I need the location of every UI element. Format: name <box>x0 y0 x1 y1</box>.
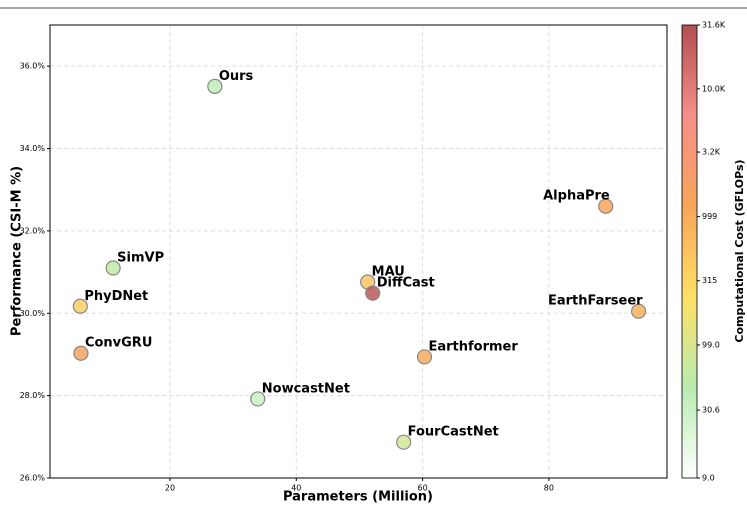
x-tick-label: 40 <box>291 484 301 493</box>
colorbar-tick-label: 3.2K <box>702 148 721 157</box>
point <box>207 78 223 94</box>
point-label: MAU <box>372 264 405 279</box>
y-tick-label: 30.0% <box>20 309 46 318</box>
x-tick-label: 80 <box>544 484 554 493</box>
colorbar-tick-label: 315 <box>702 276 717 285</box>
point-label: ConvGRU <box>85 336 152 351</box>
colorbar-tick-label: 31.6K <box>702 21 726 30</box>
point-label: AlphaPre <box>543 189 610 204</box>
point-label: NowcastNet <box>262 381 350 396</box>
point <box>250 391 266 407</box>
colorbar-tick-label: 10.0K <box>702 84 726 93</box>
point-label: DiffCast <box>377 276 435 291</box>
colorbar <box>681 24 698 479</box>
point-label: FourCastNet <box>408 425 499 440</box>
colorbar-tick-label: 99.0 <box>702 340 720 349</box>
point <box>73 345 89 361</box>
point-label: SimVP <box>117 250 164 265</box>
point-label: EarthFarseer <box>548 294 643 309</box>
colorbar-tick-label: 30.6 <box>702 406 720 415</box>
y-tick-label: 36.0% <box>20 62 46 71</box>
y-tick-label: 34.0% <box>20 144 46 153</box>
y-tick-label: 26.0% <box>20 474 46 483</box>
point <box>365 285 381 301</box>
point <box>416 349 433 365</box>
point-label: PhyDNet <box>84 289 148 304</box>
y-tick-label: 32.0% <box>20 226 46 235</box>
colorbar-tick-label: 999 <box>702 212 717 221</box>
point-label: Ours <box>219 69 254 84</box>
point <box>630 303 647 319</box>
point <box>105 260 121 276</box>
x-axis-label: Parameters (Million) <box>283 490 433 505</box>
x-tick-label: 60 <box>418 484 428 493</box>
y-axis-label: Performance (CSI-M %) <box>10 166 25 336</box>
point-label: Earthformer <box>428 339 518 354</box>
point <box>598 198 614 214</box>
plot-frame <box>49 24 668 479</box>
colorbar-label: Computational Cost (GFLOPs) <box>733 159 746 342</box>
point <box>396 434 412 450</box>
point <box>72 298 88 314</box>
colorbar-tick-label: 9.0 <box>702 474 715 483</box>
y-tick-label: 28.0% <box>20 391 46 400</box>
x-tick-label: 20 <box>165 484 175 493</box>
